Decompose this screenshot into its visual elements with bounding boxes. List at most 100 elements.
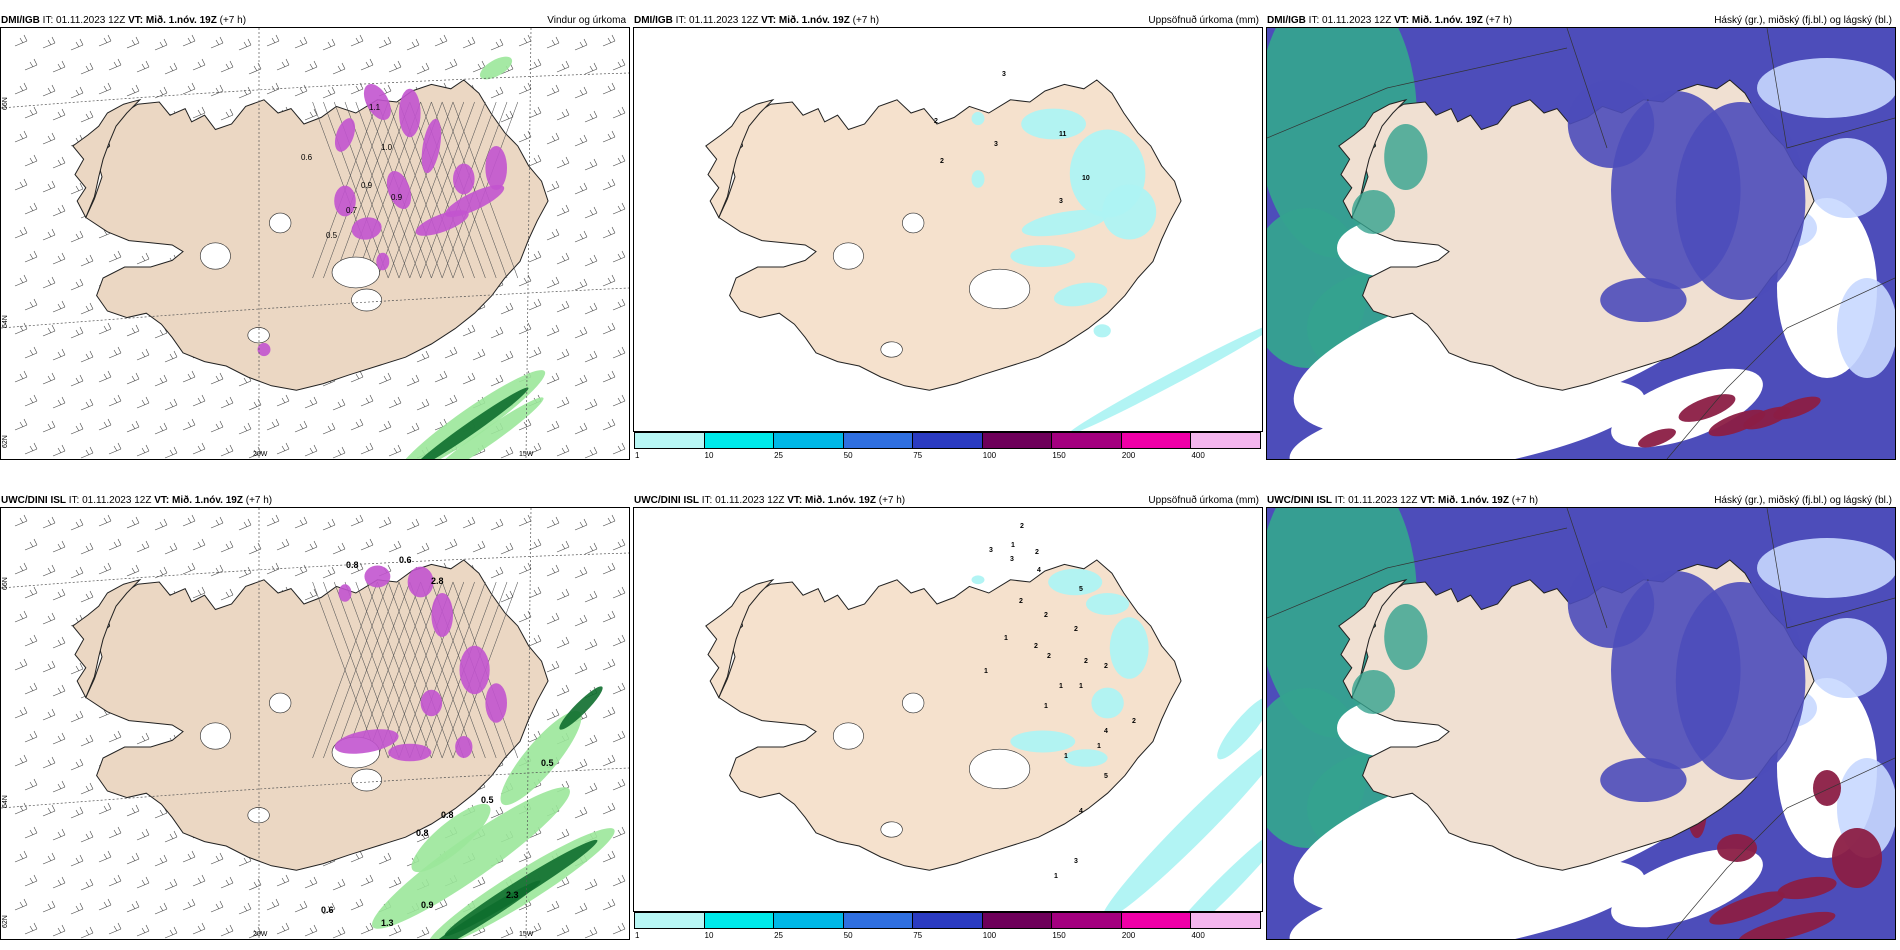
precip-purple [334, 729, 399, 754]
mid-cloud-over-land [1600, 278, 1687, 322]
colorbar-tick: 200 [1121, 451, 1136, 460]
graticule: 66N 64N 62N 20W 15W [1, 508, 629, 939]
accum-area [971, 170, 985, 188]
accum-area [1064, 749, 1108, 767]
accum-value: 3 [1002, 71, 1006, 78]
colorbar-tick: 100 [982, 451, 997, 460]
precip-purple [431, 593, 454, 637]
map-area[interactable]: 1 2 3 3 2 4 5 2 1 1 2 2 2 1 1 2 2 1 2 4 1 1 2 5 4 3 1 [633, 507, 1263, 912]
accum-value: 2 [1084, 658, 1088, 665]
lead-time: (+7 h) [852, 15, 880, 26]
contour-value: 0.5 [481, 795, 494, 805]
axis-label-lat_66: 66N [2, 577, 9, 590]
valid-time: Mið. 1.nóv. 19Z [145, 15, 217, 26]
precip-band [372, 787, 570, 929]
map-panel-2: DMI/IGB IT: 01.11.2023 12Z VT: Mið. 1.nó… [633, 13, 1263, 460]
precip-purple [334, 118, 356, 152]
contour-value: 0.6 [321, 905, 334, 915]
accum-value: 2 [1104, 663, 1108, 670]
valid-time: Mið. 1.nóv. 19Z [1411, 15, 1483, 26]
accum-value: 2 [934, 118, 938, 125]
it-label: IT: [68, 495, 80, 506]
contour-value: 2.3 [506, 890, 519, 900]
precip-purple [485, 683, 508, 723]
valid-time: Mið. 1.nóv. 19Z [172, 495, 243, 506]
mid-cloud-over-land [1675, 582, 1806, 780]
accum-value: 2 [1074, 626, 1078, 633]
colorbar: 1 10 25 50 75 100 150 200 400 [634, 432, 1261, 460]
accum-value: 2 [940, 158, 944, 165]
accum-value: 1 [1054, 873, 1058, 880]
contour-value: 0.7 [346, 206, 358, 215]
colorbar-swatch [773, 432, 844, 449]
it-label: IT: [675, 15, 687, 26]
low-cloud [1757, 538, 1895, 598]
dark-cloud [1638, 428, 1676, 448]
dark-cloud [1709, 891, 1785, 925]
colorbar-tick: 100 [982, 931, 997, 940]
init-time: 01.11.2023 12Z [56, 15, 126, 26]
accum-value: 2 [1132, 718, 1136, 725]
accum-area [1109, 617, 1149, 679]
dark-cloud [1708, 409, 1766, 437]
low-cloud [1757, 58, 1895, 118]
map-area[interactable]: 3 2 2 3 11 10 3 [633, 27, 1263, 432]
accum-value: 3 [989, 547, 993, 554]
map-area[interactable] [1266, 27, 1896, 460]
axis-label-lat_62: 62N [2, 915, 9, 928]
valid-time: Mið. 1.nóv. 19Z [778, 15, 850, 26]
dark-cloud [1832, 828, 1882, 888]
dark-cloud [1738, 911, 1836, 939]
panel-header: DMI/IGB IT: 01.11.2023 12Z VT: Mið. 1.nó… [1266, 13, 1896, 28]
axis-label-lat_66: 66N [2, 97, 9, 110]
map-panel-3: DMI/IGB IT: 01.11.2023 12Z VT: Mið. 1.nó… [1266, 13, 1896, 460]
colorbar-tick: 25 [774, 451, 784, 460]
map-area[interactable] [1266, 507, 1896, 940]
accum-area [1053, 282, 1108, 307]
accum-value: 4 [1079, 808, 1083, 815]
lead-time: (+7 h) [219, 15, 247, 26]
accum-value: 3 [1010, 556, 1014, 563]
colorbar-swatch [1120, 432, 1192, 449]
low-cloud [1807, 618, 1887, 698]
model-name: DMI/IGB [1, 15, 40, 26]
axis-label-lon_15: 15W [519, 931, 534, 938]
contour-value: 0.9 [421, 900, 434, 910]
panel-title: Uppsöfnuð úrkoma (mm) [1148, 15, 1259, 26]
it-label: IT: [42, 15, 54, 26]
graticule: 66N 64N 62N 20W 15W [1, 28, 629, 459]
model-name: UWC/DINI ISL [634, 495, 699, 506]
panel-title: Vindur og úrkoma [547, 15, 626, 26]
colorbar-tick: 1 [635, 451, 640, 460]
map-area[interactable]: 66N 64N 62N 20W 15W 0.9 1.0 0.6 0.7 0.5 1.1 0.9 [0, 27, 630, 460]
mid-cloud-over-land [1600, 758, 1687, 802]
precip-purple [338, 584, 352, 602]
colorbar-tick: 25 [774, 931, 784, 940]
accum-area [1093, 324, 1111, 338]
mid-cloud-over-land [1567, 80, 1655, 168]
accum-value: 2 [1020, 523, 1024, 530]
it-label: IT: [1308, 15, 1320, 26]
it-label: IT: [701, 495, 713, 506]
contour-value: 0.9 [391, 193, 403, 202]
colorbar-swatch [981, 432, 1053, 449]
colorbar-tick: 50 [843, 451, 853, 460]
precip-purple [420, 689, 443, 717]
contour-value: 0.6 [399, 555, 412, 565]
model-name: DMI/IGB [1267, 15, 1306, 26]
accum-value: 3 [1074, 858, 1078, 865]
precip-green [396, 56, 546, 459]
contour-value: 0.6 [301, 153, 313, 162]
colorbar-tick: 200 [1121, 931, 1136, 940]
accum-area [1091, 687, 1124, 719]
map-area[interactable]: 66N 64N 62N 20W 15W 0.8 0.6 2.8 0.5 0.8 0.8 0.6 2.3 0… [0, 507, 630, 940]
accum-area [1010, 730, 1076, 753]
high-cloud-over-land [1351, 670, 1395, 714]
contour-value: 1.0 [381, 143, 393, 152]
accum-value: 5 [1079, 586, 1083, 593]
precip-band [428, 397, 544, 459]
colorbar-tick: 75 [913, 451, 923, 460]
precip-purple [351, 217, 382, 240]
colorbar-swatch [1190, 912, 1261, 929]
init-time: 01.11.2023 12Z [82, 495, 152, 506]
